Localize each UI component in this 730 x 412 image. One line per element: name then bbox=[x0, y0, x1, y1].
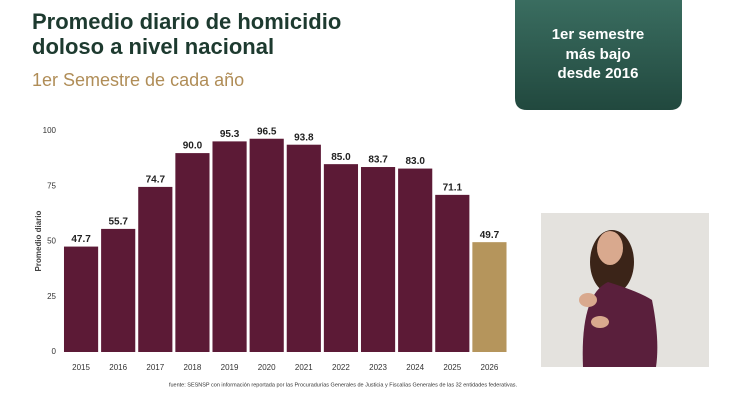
hand bbox=[591, 316, 609, 328]
value-label: 83.7 bbox=[368, 155, 388, 166]
x-tick-label: 2022 bbox=[332, 363, 350, 372]
value-label: 55.7 bbox=[108, 217, 128, 228]
value-label: 93.8 bbox=[294, 132, 314, 143]
value-label: 74.7 bbox=[146, 175, 166, 186]
value-label: 47.7 bbox=[71, 234, 91, 245]
x-tick-label: 2015 bbox=[72, 363, 90, 372]
interpreter-video bbox=[541, 213, 709, 367]
value-label: 96.5 bbox=[257, 126, 277, 137]
y-tick-label: 75 bbox=[47, 181, 56, 190]
x-tick-label: 2024 bbox=[406, 363, 424, 372]
value-label: 85.0 bbox=[331, 152, 351, 163]
y-tick-label: 100 bbox=[43, 126, 57, 135]
badge-text: 1er semestre bbox=[552, 26, 645, 43]
badge-box bbox=[515, 0, 682, 110]
y-tick-label: 0 bbox=[52, 347, 57, 356]
value-label: 83.0 bbox=[405, 156, 425, 167]
hand bbox=[579, 293, 597, 307]
bar bbox=[286, 144, 321, 352]
bar bbox=[63, 246, 99, 352]
value-label: 71.1 bbox=[443, 183, 463, 194]
bar bbox=[398, 168, 433, 352]
x-tick-label: 2021 bbox=[295, 363, 313, 372]
source-note: fuente: SESNSP con información reportada… bbox=[169, 382, 518, 388]
bar bbox=[175, 153, 210, 352]
x-tick-label: 2025 bbox=[443, 363, 461, 372]
value-label: 49.7 bbox=[480, 230, 500, 241]
bar bbox=[323, 164, 359, 352]
bar bbox=[472, 242, 507, 352]
x-tick-label: 2018 bbox=[184, 363, 202, 372]
bar bbox=[101, 228, 136, 352]
chart-title: Promedio diario de homicidio bbox=[32, 9, 341, 34]
bar bbox=[435, 194, 470, 352]
bar bbox=[138, 186, 173, 352]
value-label: 90.0 bbox=[183, 141, 203, 152]
badge-text: desde 2016 bbox=[558, 65, 639, 82]
x-tick-label: 2026 bbox=[481, 363, 499, 372]
chart-title: doloso a nivel nacional bbox=[32, 34, 274, 59]
bar bbox=[360, 167, 396, 352]
chart-subtitle: 1er Semestre de cada año bbox=[32, 70, 244, 90]
body bbox=[582, 282, 658, 367]
x-tick-label: 2023 bbox=[369, 363, 387, 372]
x-tick-label: 2017 bbox=[146, 363, 164, 372]
x-tick-label: 2020 bbox=[258, 363, 276, 372]
bar bbox=[212, 141, 247, 352]
x-tick-label: 2016 bbox=[109, 363, 127, 372]
y-tick-label: 50 bbox=[47, 237, 56, 246]
bar bbox=[249, 138, 284, 352]
face bbox=[597, 231, 623, 265]
badge-text: más bajo bbox=[565, 46, 630, 63]
y-axis-label: Promedio diario bbox=[34, 210, 43, 271]
y-tick-label: 25 bbox=[47, 292, 56, 301]
x-tick-label: 2019 bbox=[221, 363, 239, 372]
value-label: 95.3 bbox=[220, 129, 240, 140]
